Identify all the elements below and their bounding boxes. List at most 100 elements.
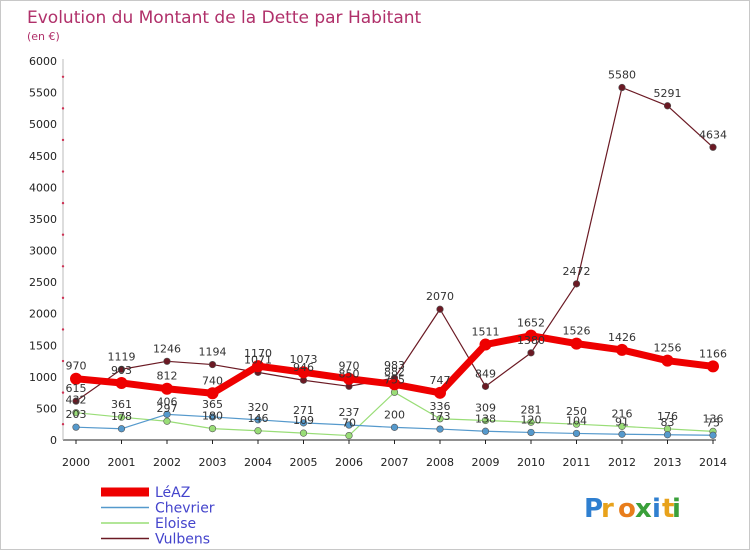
y-tick-label: 1500	[29, 339, 57, 352]
y-tick-label: 2000	[29, 308, 57, 321]
data-label-chevrier: 237	[339, 406, 360, 419]
data-label-eloise: 250	[566, 405, 587, 418]
data-label-vulbens: 5580	[608, 69, 636, 82]
data-label-chevrier: 173	[430, 410, 451, 423]
data-label-eloise: 180	[202, 410, 223, 423]
data-label-laz: 1511	[472, 326, 500, 339]
logo-letter: x	[635, 494, 652, 524]
point-eloise	[527, 418, 535, 426]
point-eloise	[481, 416, 490, 425]
legend-label: Vulbens	[155, 532, 210, 548]
data-label-eloise: 109	[293, 414, 314, 427]
point-laz	[161, 382, 173, 395]
data-label-vulbens: 946	[293, 361, 314, 374]
point-chevrier	[572, 429, 581, 438]
point-laz	[570, 337, 583, 350]
data-label-laz: 1256	[654, 342, 682, 355]
data-label-eloise: 297	[157, 402, 178, 415]
point-chevrier	[163, 410, 171, 418]
y-minor-tick	[61, 423, 65, 426]
series-layer	[70, 83, 719, 440]
point-eloise	[299, 429, 308, 437]
point-chevrier	[709, 431, 717, 439]
point-laz	[616, 343, 628, 356]
data-label-laz: 1170	[244, 347, 272, 360]
point-vulbens	[709, 143, 717, 151]
point-laz	[525, 329, 537, 342]
data-label-eloise: 216	[612, 407, 633, 420]
point-vulbens	[527, 349, 535, 357]
point-laz	[252, 360, 264, 373]
data-label-chevrier: 320	[248, 401, 269, 414]
y-tick-label: 3500	[29, 213, 57, 226]
point-eloise	[345, 431, 353, 440]
y-tick-label: 3000	[29, 245, 57, 258]
logo-letter: i	[672, 494, 681, 524]
point-vulbens	[163, 357, 171, 365]
data-label-chevrier: 120	[521, 413, 542, 426]
logo-letter: i	[652, 494, 661, 524]
y-minor-tick	[61, 107, 65, 110]
data-label-chevrier: 91	[615, 415, 629, 428]
data-label-chevrier: 83	[661, 416, 675, 429]
legend-label: LéAZ	[155, 485, 190, 501]
data-label-chevrier: 138	[475, 412, 496, 425]
point-laz	[115, 376, 128, 389]
data-label-laz: 1426	[608, 331, 636, 344]
data-label-vulbens: 4634	[699, 128, 727, 141]
data-labels: 615 1119 1246 1194 1071 946 850 983 2070 849 1380 2…	[66, 69, 728, 430]
point-laz	[434, 386, 446, 399]
point-laz	[70, 372, 82, 385]
y-minor-tick	[61, 170, 65, 173]
point-vulbens	[481, 382, 490, 390]
point-chevrier	[618, 430, 626, 438]
data-label-eloise: 146	[248, 412, 269, 425]
data-label-vulbens: 983	[384, 359, 405, 372]
point-vulbens	[208, 360, 217, 369]
x-tick-label: 2010	[517, 456, 545, 469]
point-laz	[661, 354, 674, 367]
chart-title: Evolution du Montant de la Dette par Hab…	[27, 8, 422, 28]
data-label-vulbens: 5291	[654, 87, 682, 100]
y-minor-tick	[61, 75, 65, 78]
data-label-chevrier: 75	[706, 416, 720, 429]
point-vulbens	[117, 365, 126, 373]
data-label-vulbens: 2070	[426, 290, 454, 303]
y-minor-tick	[61, 296, 65, 300]
data-label-eloise: 432	[66, 394, 87, 407]
data-label-eloise: 336	[430, 400, 451, 413]
data-label-laz: 970	[339, 360, 360, 373]
x-tick-label: 2009	[472, 456, 500, 469]
point-eloise	[208, 425, 217, 433]
point-chevrier	[481, 427, 490, 435]
point-laz	[206, 387, 219, 400]
point-vulbens	[663, 102, 672, 110]
y-tick-label: 0	[50, 434, 57, 447]
point-laz	[388, 378, 401, 391]
data-label-laz: 882	[384, 365, 405, 378]
point-vulbens	[618, 83, 626, 92]
x-tick-label: 2012	[608, 456, 636, 469]
data-label-laz: 903	[111, 364, 132, 377]
point-eloise	[163, 417, 171, 425]
proxiti-logo: Pr o x i ti	[584, 494, 681, 524]
y-minor-tick	[61, 138, 65, 142]
point-eloise	[436, 415, 444, 423]
chart-subtitle: (en €)	[27, 30, 60, 43]
logo-letter: t	[662, 494, 674, 524]
x-tick-label: 2006	[335, 456, 363, 469]
point-chevrier	[663, 431, 672, 439]
data-label-laz: 1073	[290, 353, 318, 366]
point-eloise	[72, 409, 80, 417]
data-label-laz: 1166	[699, 347, 727, 360]
legend-label: Eloise	[155, 516, 196, 532]
data-label-vulbens: 2472	[563, 265, 591, 278]
data-label-chevrier: 178	[111, 410, 132, 423]
y-tick-label: 5000	[29, 118, 57, 131]
logo-letter: P	[584, 494, 603, 524]
point-chevrier	[72, 423, 80, 431]
point-eloise	[572, 420, 581, 428]
x-tick-label: 2007	[381, 456, 409, 469]
